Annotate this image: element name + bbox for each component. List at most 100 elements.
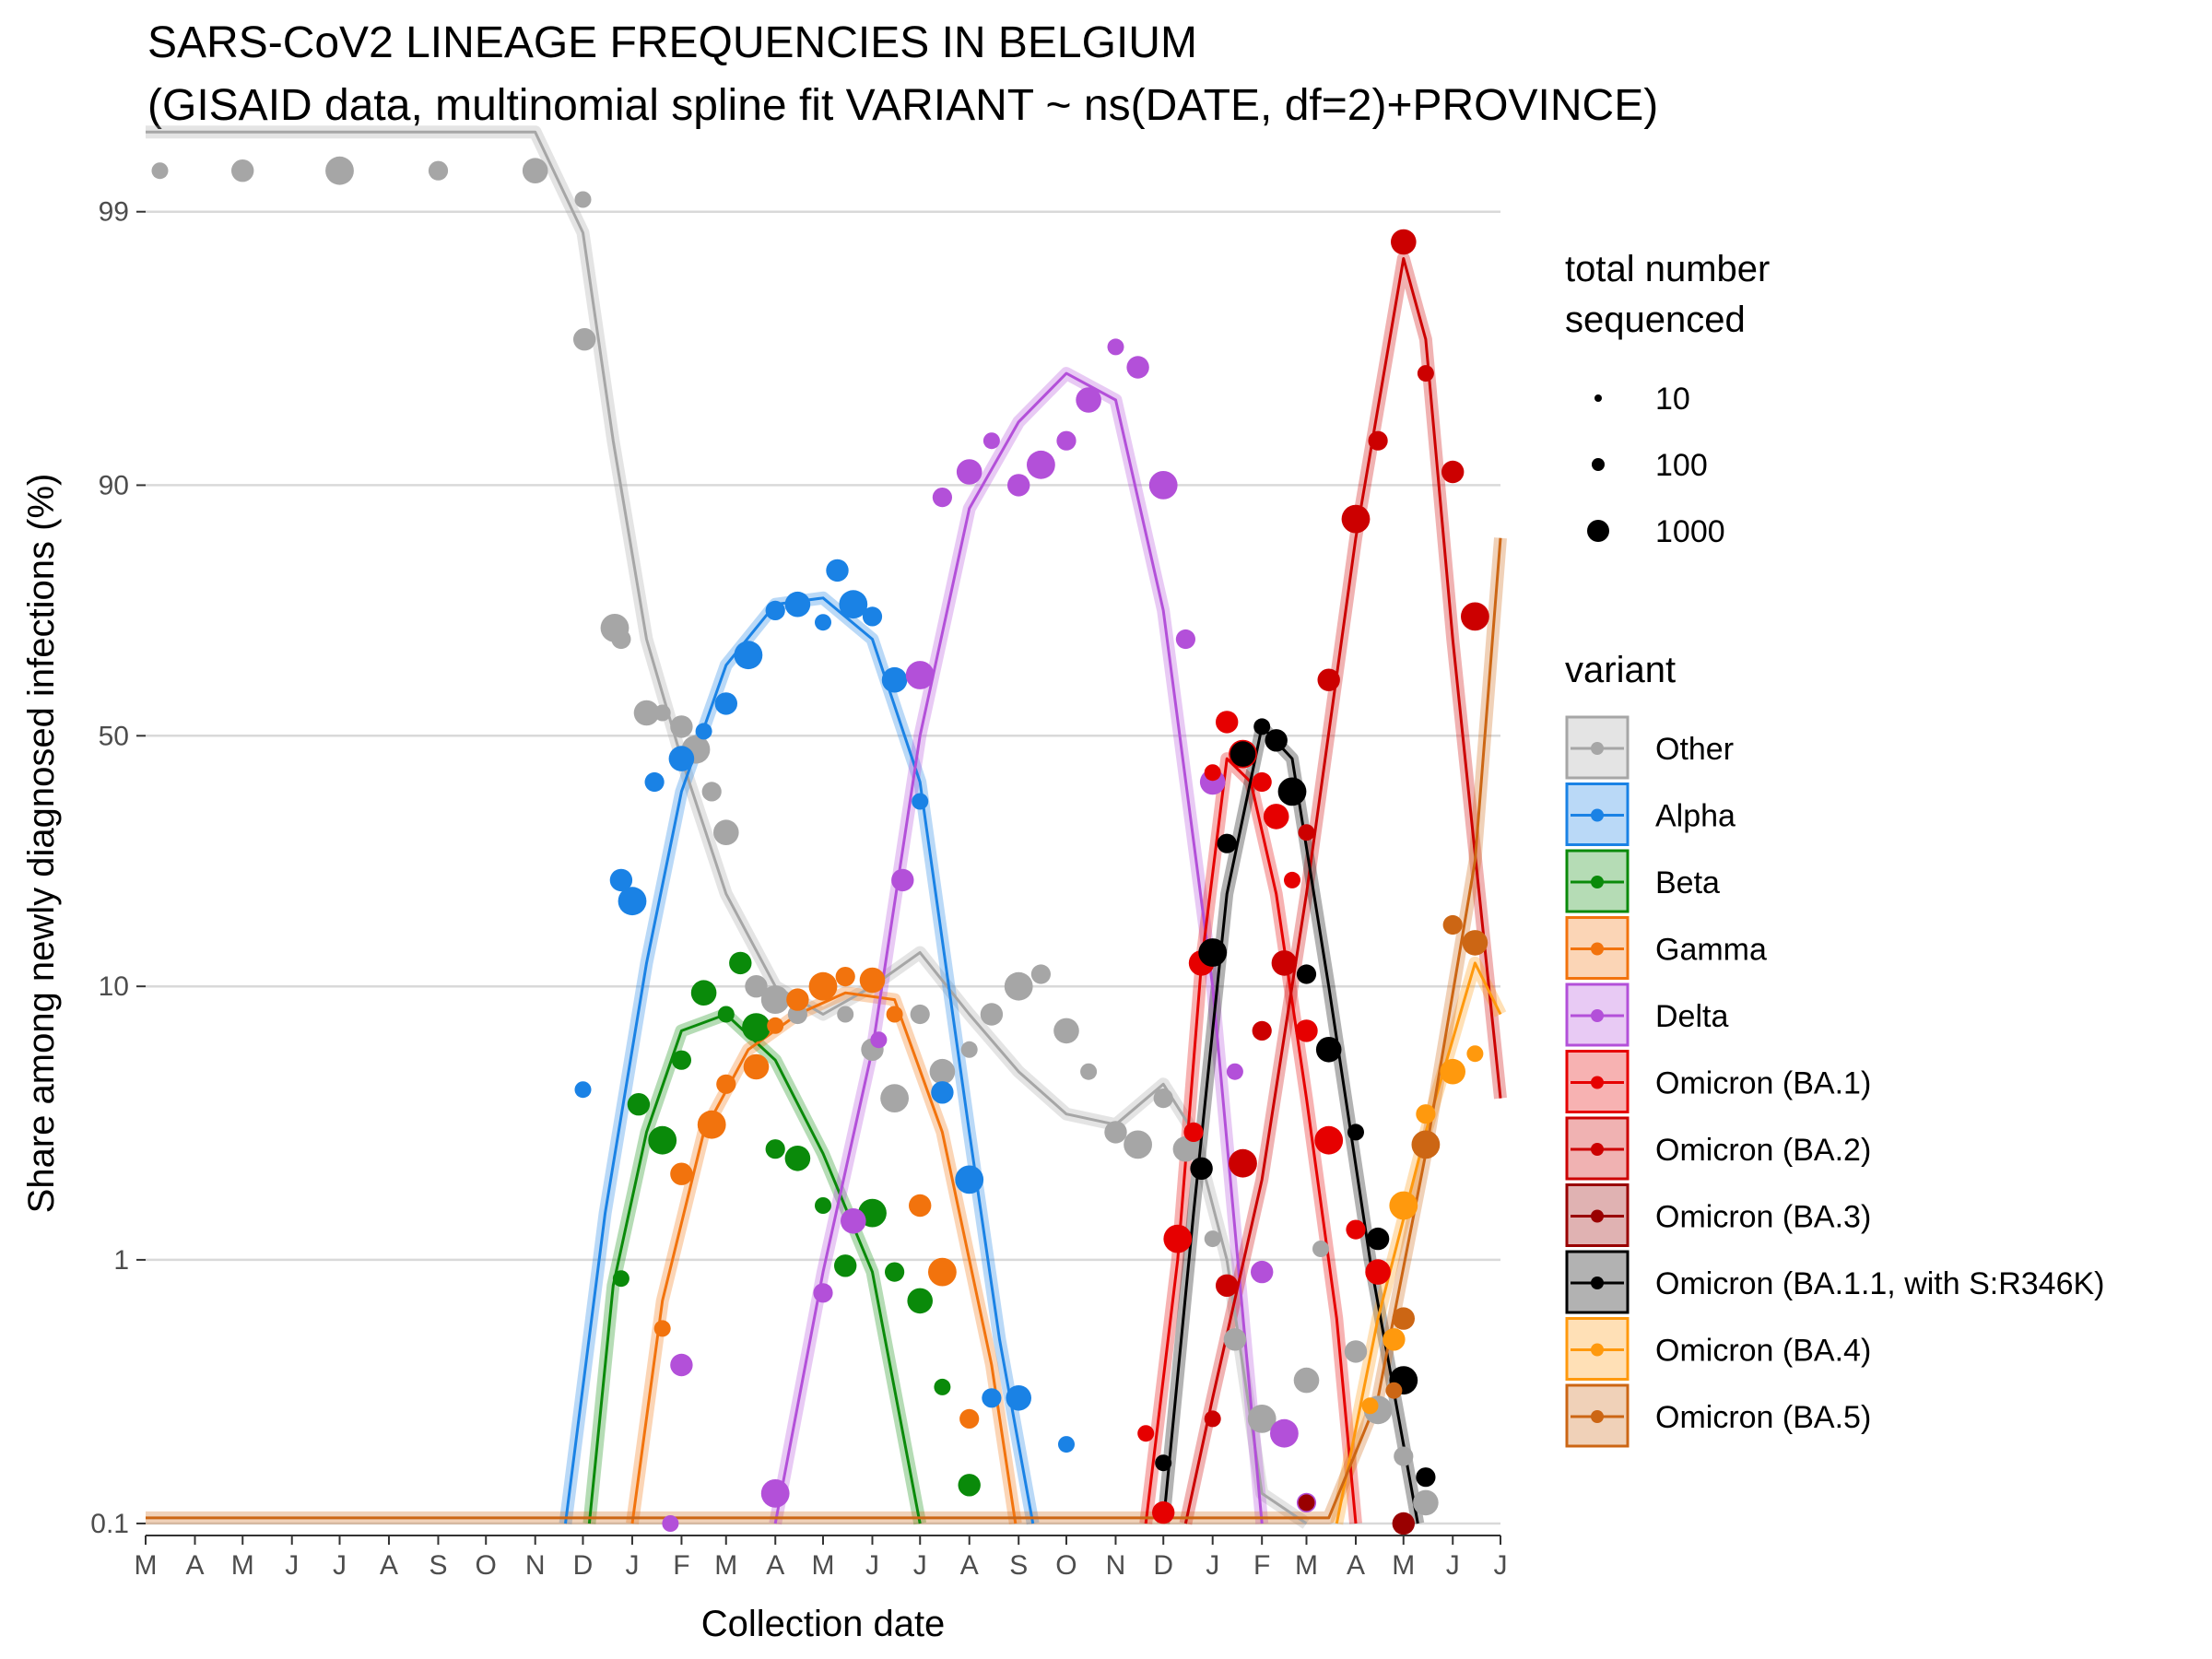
point-delta (841, 1208, 866, 1234)
point-omicron-ba-1-1-with-s-r346k (1253, 718, 1271, 735)
legend-swatch-dot (1591, 1277, 1604, 1289)
legend-label: Omicron (BA.1.1, with S:R346K) (1655, 1266, 2105, 1301)
point-alpha (574, 1081, 592, 1099)
x-tick-label: A (766, 1550, 784, 1581)
x-tick-label: M (231, 1550, 254, 1581)
point-omicron-ba-1 (1216, 711, 1239, 734)
point-omicron-ba-1-1-with-s-r346k (1217, 833, 1237, 853)
point-other (1344, 1340, 1368, 1363)
size-legend-key (1594, 394, 1602, 402)
point-delta (1226, 1063, 1243, 1080)
point-beta (717, 1006, 735, 1023)
point-beta (648, 1125, 677, 1155)
point-other (1312, 1241, 1329, 1257)
legend-swatch-dot (1591, 1009, 1604, 1022)
point-omicron-ba-1 (1263, 804, 1289, 830)
point-omicron-ba-2 (1252, 1020, 1272, 1041)
point-omicron-ba-1 (1284, 871, 1300, 888)
point-delta (813, 1283, 833, 1303)
legend-label: Alpha (1655, 799, 1735, 834)
point-omicron-ba-1 (1314, 1125, 1344, 1155)
point-alpha (1006, 1385, 1031, 1411)
point-beta (612, 1270, 629, 1288)
point-other (325, 156, 354, 185)
point-gamma (928, 1257, 957, 1287)
point-delta (870, 1031, 888, 1049)
point-gamma (653, 1320, 671, 1337)
legend-item-omicron-ba-1-1-with-s-r346k: Omicron (BA.1.1, with S:R346K) (1565, 1250, 2105, 1314)
fit-band-delta (769, 367, 1269, 1525)
point-omicron-ba-1-1-with-s-r346k (1198, 938, 1228, 967)
y-tick-label: 99 (99, 197, 129, 228)
point-beta (815, 1197, 831, 1214)
legend-swatch-dot (1591, 808, 1604, 822)
point-alpha (881, 666, 908, 693)
legend-item-omicron-ba-2: Omicron (BA.2) (1565, 1116, 1871, 1181)
point-omicron-ba-2 (1368, 430, 1388, 451)
point-omicron-ba-3 (1298, 1494, 1315, 1512)
point-beta (765, 1139, 785, 1159)
point-gamma (697, 1110, 726, 1139)
point-other (1247, 1405, 1277, 1433)
point-alpha (955, 1165, 984, 1194)
point-gamma (670, 1162, 693, 1185)
point-omicron-ba-2 (1298, 824, 1315, 841)
point-alpha (815, 614, 831, 631)
point-omicron-ba-1-1-with-s-r346k (1347, 1124, 1364, 1141)
legend-label: Gamma (1655, 933, 1767, 968)
point-omicron-ba-1 (1163, 1224, 1193, 1253)
point-gamma (716, 1074, 736, 1094)
point-beta (958, 1474, 981, 1497)
size-legend: total number sequenced 10 100 1000 (1565, 249, 1770, 549)
point-gamma (886, 1006, 903, 1023)
point-delta (1148, 471, 1178, 500)
point-other (929, 1058, 956, 1085)
point-delta (905, 661, 935, 689)
point-other (1413, 1489, 1439, 1516)
legend-item-alpha: Alpha (1565, 782, 1735, 846)
point-other (670, 715, 693, 738)
x-axis-title: Collection date (701, 1604, 946, 1644)
x-tick-label: O (1055, 1550, 1077, 1581)
point-delta (760, 1479, 790, 1508)
point-omicron-ba-2 (1341, 504, 1371, 534)
point-omicron-ba-1 (1346, 1219, 1366, 1240)
point-omicron-ba-1-1-with-s-r346k (1416, 1467, 1436, 1488)
point-alpha (695, 723, 712, 740)
point-omicron-ba-2 (1271, 950, 1298, 976)
legend-swatch-dot (1591, 1143, 1604, 1156)
point-other (713, 819, 739, 845)
point-omicron-ba-1 (1295, 1019, 1318, 1042)
legend-swatch-dot (1591, 1209, 1604, 1223)
point-alpha (714, 692, 737, 715)
fit-line-delta (773, 371, 1264, 1524)
point-omicron-ba-4 (1361, 1397, 1379, 1415)
point-beta (729, 951, 752, 975)
point-alpha (931, 1081, 954, 1104)
point-alpha (644, 771, 665, 793)
size-legend-key (1587, 520, 1609, 542)
point-other (1104, 1121, 1127, 1144)
point-beta (742, 1013, 771, 1041)
point-other (1153, 1088, 1173, 1109)
data-points (151, 156, 1489, 1535)
x-tick-label: J (285, 1550, 299, 1581)
x-tick-label: M (1295, 1550, 1318, 1581)
size-legend-label: 1000 (1655, 514, 1725, 549)
point-omicron-ba-1 (1252, 771, 1272, 793)
legend-label: Omicron (BA.3) (1655, 1200, 1871, 1235)
size-legend-label: 10 (1655, 382, 1690, 417)
point-delta (891, 868, 914, 892)
point-alpha (668, 746, 695, 771)
x-tick-label: N (1106, 1550, 1126, 1581)
point-other (745, 975, 768, 998)
point-gamma (786, 988, 809, 1011)
size-legend-title-line1: total number (1565, 249, 1770, 289)
point-beta (671, 1050, 692, 1070)
legend-item-beta: Beta (1565, 849, 1720, 913)
legend-label: Omicron (BA.1) (1655, 1066, 1871, 1101)
legend-swatch-dot (1591, 742, 1604, 755)
point-omicron-ba-1-1-with-s-r346k (1190, 1157, 1213, 1181)
